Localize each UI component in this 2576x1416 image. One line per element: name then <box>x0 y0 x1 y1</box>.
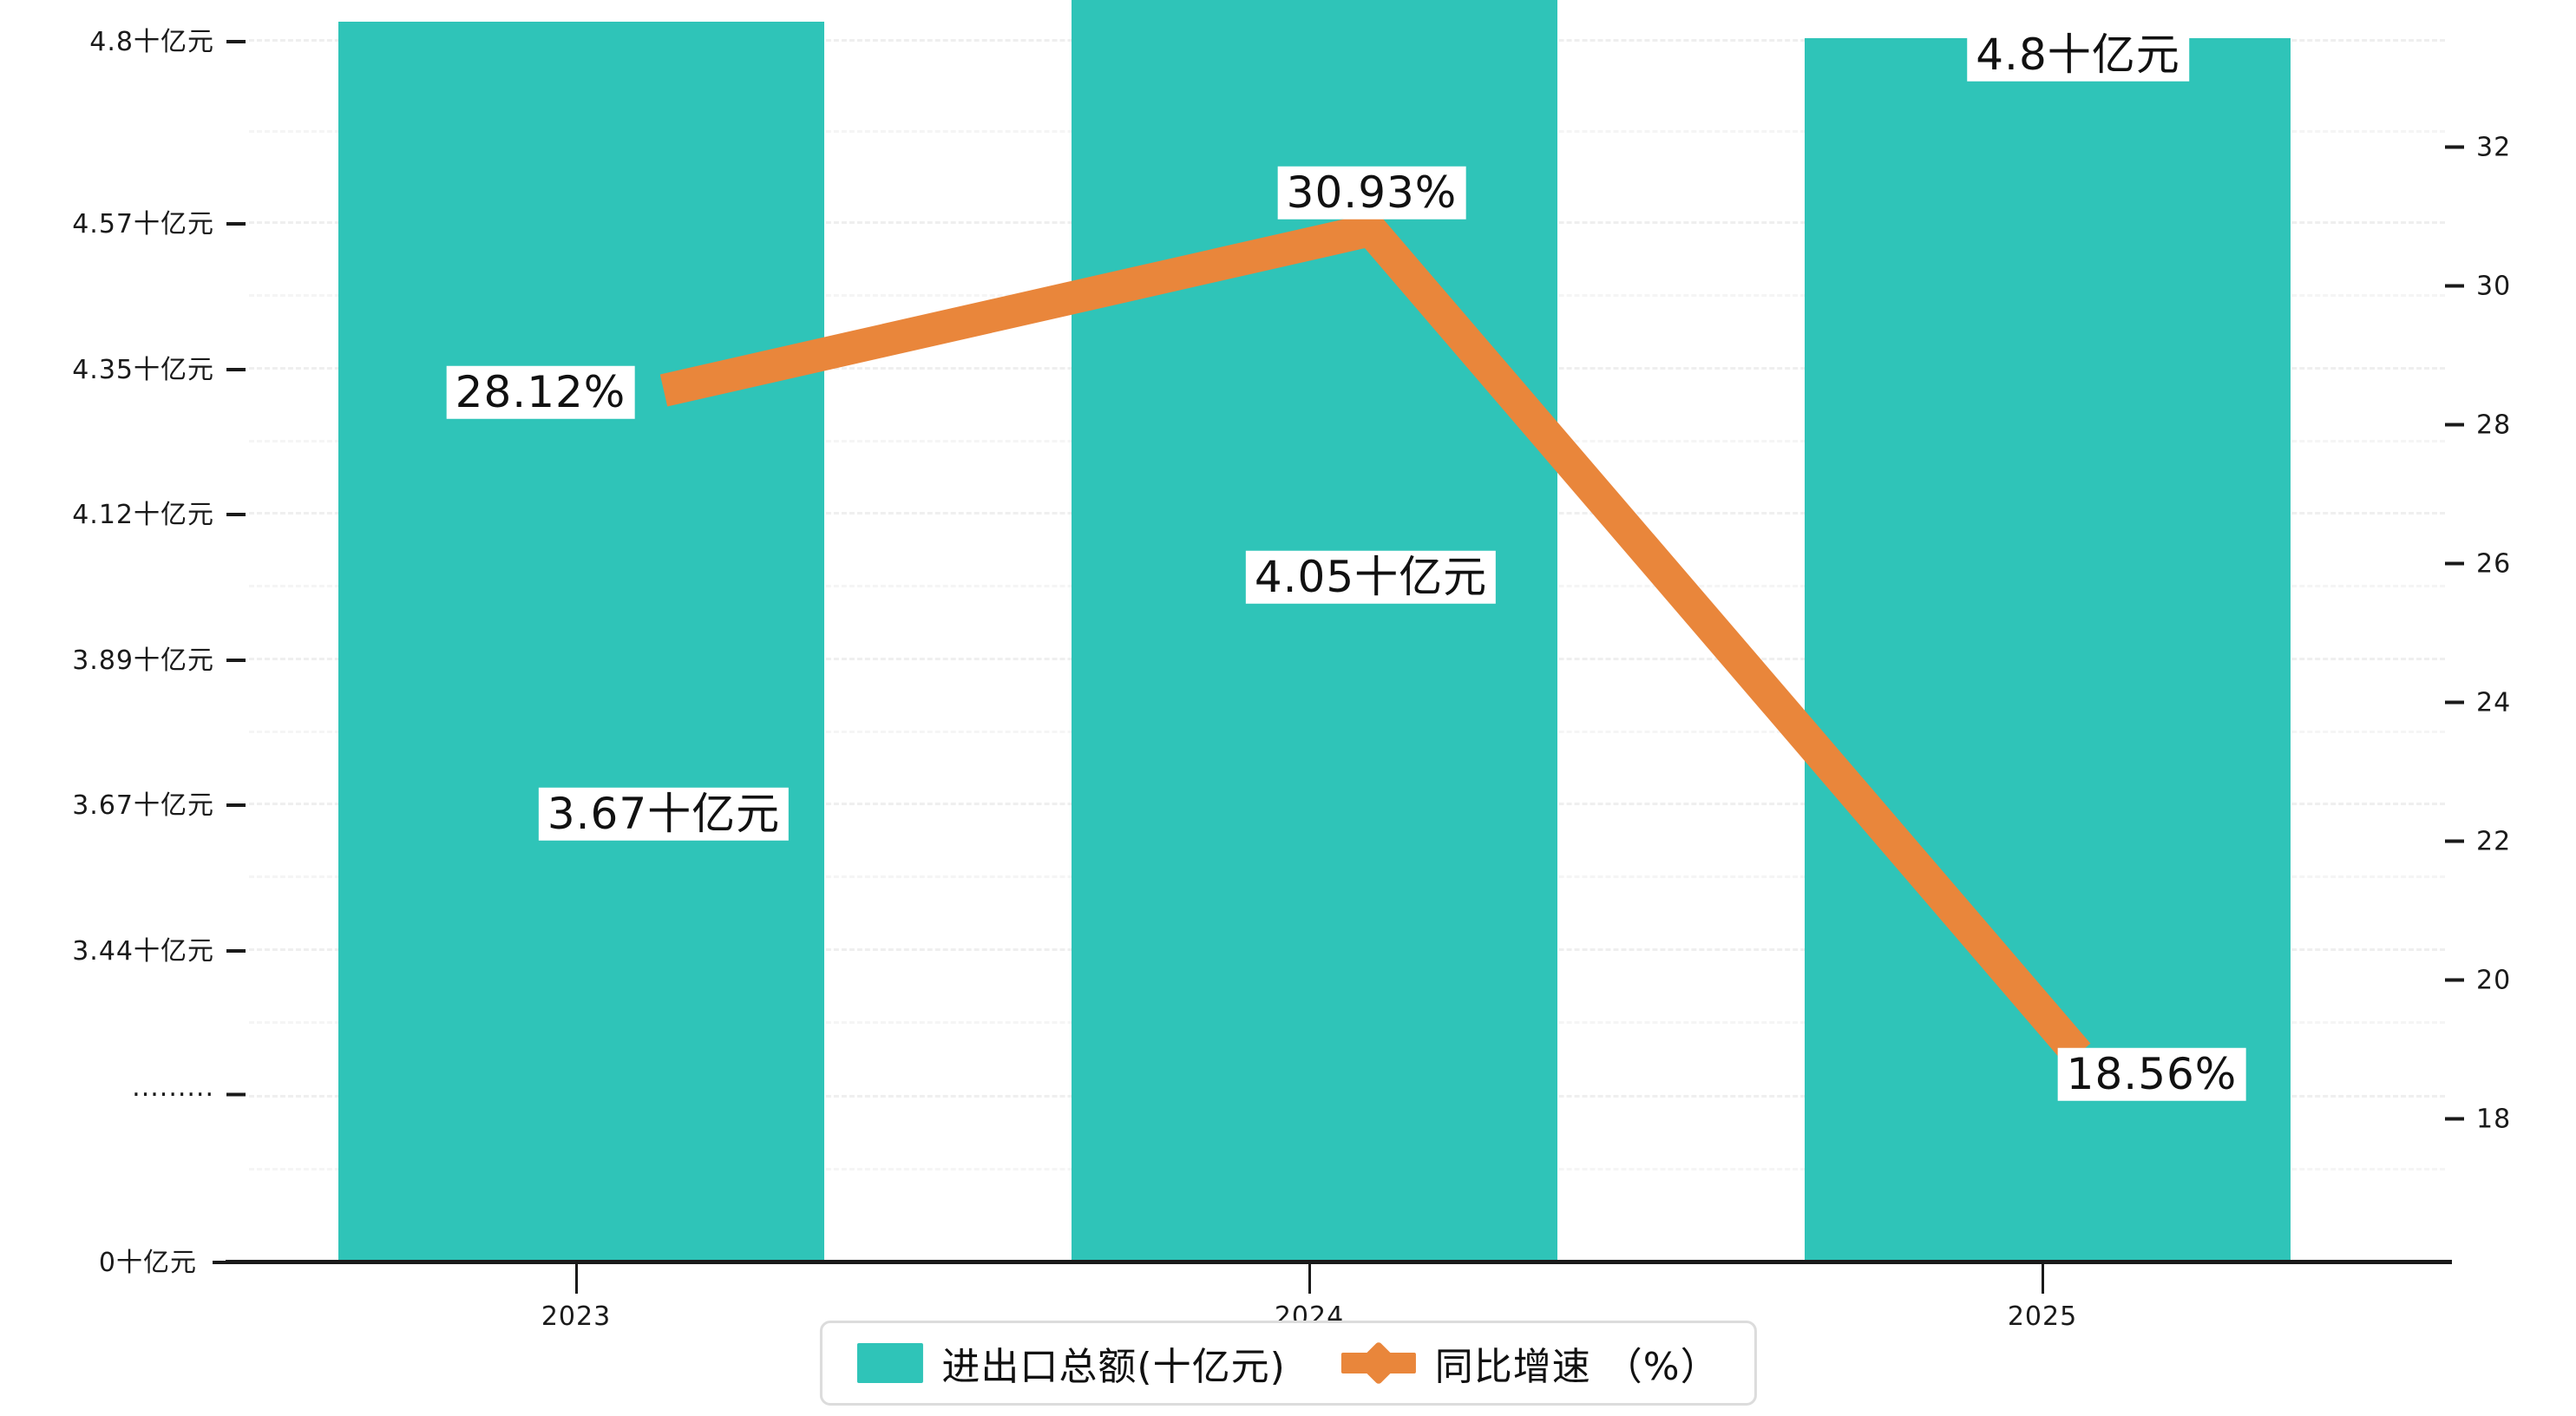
legend-diamond-marker-icon <box>1356 1341 1401 1386</box>
legend-label-trade-volume: 进出口总额(十亿元) <box>941 1345 1286 1389</box>
right-y-tick-30: 30 <box>2445 272 2511 302</box>
tick-dash-icon <box>226 658 246 662</box>
legend-line-diamond-icon <box>1340 1341 1416 1386</box>
legend-item-growth-rate[interactable]: 同比增速 （%） <box>1340 1335 1720 1391</box>
left-y-axis: 4.8十亿元 4.57十亿元 4.35十亿元 4.12十亿元 3.89十亿元 3… <box>0 0 247 1278</box>
x-tick-label-2023: 2023 <box>541 1301 612 1332</box>
tick-dash-icon <box>2445 423 2464 426</box>
tick-dash-icon <box>226 221 246 226</box>
x-tick-mark-2024 <box>1308 1264 1311 1294</box>
x-tick-label-2025: 2025 <box>2007 1301 2078 1332</box>
tick-dash-icon <box>226 512 246 516</box>
right-y-tick-18: 18 <box>2445 1105 2511 1135</box>
left-y-tick-break: ········· <box>132 1080 246 1111</box>
tick-dash-icon <box>226 1092 246 1096</box>
x-axis-baseline <box>226 1260 2452 1264</box>
tick-dash-icon <box>2445 978 2464 981</box>
tick-dash-icon <box>226 948 246 953</box>
left-y-tick-5: 3.67十亿元 <box>72 783 246 822</box>
legend-item-trade-volume[interactable]: 进出口总额(十亿元) <box>856 1335 1285 1391</box>
chart-legend: 进出口总额(十亿元) 同比增速 （%） <box>819 1321 1757 1406</box>
tick-dash-icon <box>2445 1117 2464 1120</box>
bar-label-2024: 4.05十亿元 <box>1245 550 1497 604</box>
right-y-tick-24: 24 <box>2445 688 2511 718</box>
left-y-tick-8: 0十亿元 <box>99 1241 246 1279</box>
tick-dash-icon <box>226 39 246 43</box>
bar-label-2025: 4.8十亿元 <box>1967 28 2189 82</box>
x-tick-mark-2023 <box>575 1264 578 1294</box>
right-y-tick-28: 28 <box>2445 410 2511 441</box>
growth-label-2024: 30.93% <box>1277 166 1466 220</box>
tick-dash-icon <box>226 803 246 807</box>
tick-dash-icon <box>2445 145 2464 148</box>
bar-label-2023: 3.67十亿元 <box>538 787 790 841</box>
right-y-tick-32: 32 <box>2445 133 2511 163</box>
right-y-tick-20: 20 <box>2445 966 2511 996</box>
tick-dash-icon <box>226 367 246 371</box>
left-y-tick-1: 4.57十亿元 <box>72 202 246 240</box>
tick-dash-icon <box>2445 561 2464 565</box>
tick-dash-icon <box>2445 700 2464 704</box>
growth-label-2023: 28.12% <box>446 365 635 419</box>
tick-dash-icon <box>2445 839 2464 842</box>
left-y-tick-0: 4.8十亿元 <box>89 20 246 58</box>
legend-square-icon <box>856 1343 923 1383</box>
tick-dash-icon <box>2445 284 2464 287</box>
left-y-tick-3: 4.12十亿元 <box>72 493 246 531</box>
left-y-tick-2: 4.35十亿元 <box>72 348 246 386</box>
right-y-tick-22: 22 <box>2445 827 2511 857</box>
growth-label-2025: 18.56% <box>2057 1047 2246 1101</box>
x-tick-mark-2025 <box>2042 1264 2044 1294</box>
legend-label-growth-rate: 同比增速 （%） <box>1434 1345 1720 1389</box>
bar-2023[interactable] <box>338 22 824 1260</box>
left-y-tick-6: 3.44十亿元 <box>72 929 246 967</box>
right-y-axis: 32 30 28 26 24 22 20 18 <box>2445 0 2576 1260</box>
right-y-tick-26: 26 <box>2445 549 2511 580</box>
left-y-tick-4: 3.89十亿元 <box>72 639 246 677</box>
